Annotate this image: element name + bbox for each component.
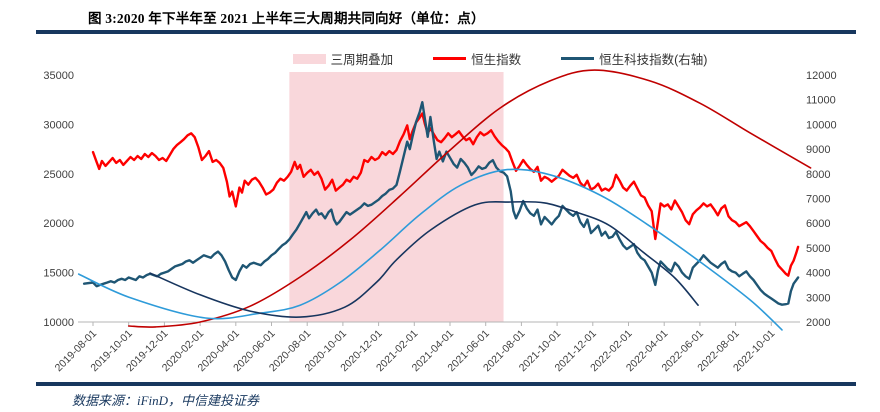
legend-item-band: 三周期叠加 [292, 49, 394, 68]
legend-item-hsi: 恒生指数 [433, 49, 521, 68]
svg-text:25000: 25000 [43, 169, 74, 181]
legend-label-hstech: 恒生科技指数(右轴) [599, 53, 708, 67]
legend-label-band: 三周期叠加 [330, 53, 394, 67]
chart-canvas: 2019-08-012019-10-012019-12-012020-02-01… [43, 69, 837, 375]
series-恒生指数 [91, 112, 800, 277]
svg-text:15000: 15000 [43, 268, 74, 280]
svg-text:3000: 3000 [806, 292, 830, 304]
svg-text:11000: 11000 [806, 95, 836, 107]
series-周期曲线-红 [127, 69, 812, 328]
bottom-rule [36, 382, 856, 386]
svg-text:35000: 35000 [43, 70, 74, 82]
band-swatch [292, 53, 326, 64]
x-tick-labels: 2019-08-012019-10-012019-12-012020-02-01… [53, 328, 778, 375]
hsi-line-swatch [433, 57, 467, 60]
svg-text:6000: 6000 [806, 218, 830, 230]
right-axis-labels: 12000 11000 10000 9000 8000 7000 6000 5000 4000 3… [806, 70, 837, 329]
svg-text:10000: 10000 [43, 317, 74, 329]
cycle-overlap-band [289, 72, 504, 322]
top-rule [36, 30, 856, 34]
svg-text:12000: 12000 [806, 70, 837, 82]
svg-text:30000: 30000 [43, 119, 74, 131]
legend-item-hstech: 恒生科技指数(右轴) [561, 49, 707, 68]
chart-legend: 三周期叠加 恒生指数 恒生科技指数(右轴) [0, 49, 880, 68]
svg-text:20000: 20000 [43, 218, 74, 230]
series-group [77, 69, 812, 331]
series-周期曲线-浅蓝 [77, 168, 783, 331]
series-恒生科技指数(右轴) [82, 101, 800, 306]
svg-text:7000: 7000 [806, 194, 830, 206]
left-axis-labels: 35000 30000 25000 20000 15000 10000 [43, 70, 74, 329]
series-周期曲线-深蓝 [149, 200, 699, 318]
svg-text:5000: 5000 [806, 243, 830, 255]
svg-text:10000: 10000 [806, 119, 837, 131]
svg-text:2000: 2000 [806, 317, 830, 329]
figure-title: 图 3:2020 年下半年至 2021 上半年三大周期共同向好（单位：点） [88, 11, 485, 26]
svg-text:8000: 8000 [806, 169, 830, 181]
svg-text:9000: 9000 [806, 144, 830, 156]
hstech-line-swatch [561, 57, 595, 60]
data-source: 数据来源：iFinD，中信建投证券 [72, 393, 260, 408]
legend-label-hsi: 恒生指数 [471, 53, 522, 67]
svg-text:4000: 4000 [806, 268, 830, 280]
